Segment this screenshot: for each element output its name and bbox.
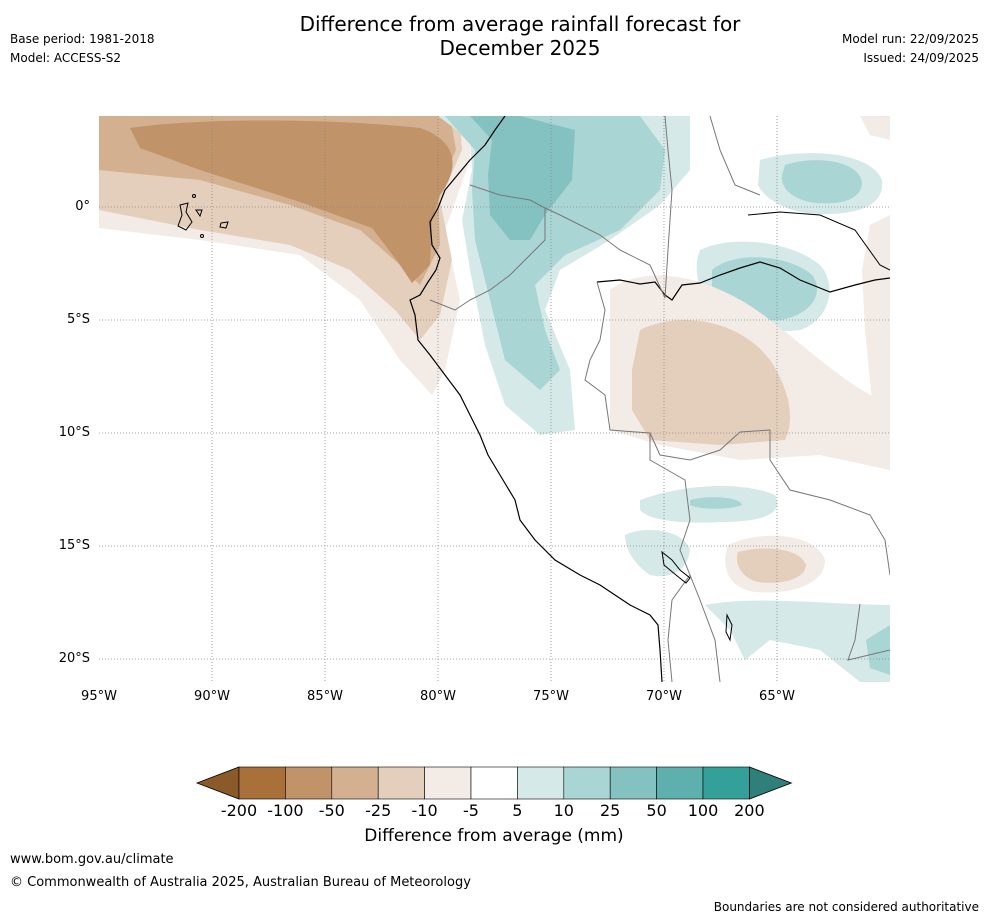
colorbar-segment bbox=[656, 766, 704, 800]
lat-label-5s: 5°S bbox=[66, 312, 90, 327]
colorbar-tick-label: 5 bbox=[512, 801, 523, 820]
wet-anomaly-south-10 bbox=[866, 625, 890, 675]
footer-copyright: © Commonwealth of Australia 2025, Austra… bbox=[10, 875, 471, 890]
colorbar-tick-label: 50 bbox=[646, 801, 667, 820]
lon-label-70w: 70°W bbox=[646, 689, 682, 704]
colorbar-segment bbox=[517, 766, 565, 800]
lat-label-0: 0° bbox=[75, 199, 90, 214]
colorbar-tick-label: 10 bbox=[553, 801, 574, 820]
dry-anomaly-100 bbox=[130, 120, 453, 283]
colorbar-tick-label: -10 bbox=[411, 801, 438, 820]
footer-disclaimer: Boundaries are not considered authoritat… bbox=[713, 900, 979, 914]
country-borders bbox=[429, 116, 890, 682]
colorbar-segment bbox=[609, 766, 657, 800]
dry-anomaly-south-25 bbox=[736, 548, 806, 583]
wet-anomaly-bolivia-2 bbox=[690, 497, 742, 509]
lon-label-90w: 90°W bbox=[194, 689, 230, 704]
lake-titicaca bbox=[661, 550, 691, 584]
model-run: Model run: 22/09/2025 bbox=[841, 32, 979, 46]
wet-anomaly-ne-10 bbox=[781, 160, 862, 204]
lon-label-95w: 95°W bbox=[81, 689, 117, 704]
colorbar-over-arrow bbox=[749, 766, 793, 800]
page-title: Difference from average rainfall forecas… bbox=[270, 12, 770, 60]
colorbar-segment bbox=[285, 766, 333, 800]
wet-anomaly-25 bbox=[470, 116, 575, 240]
coastline-caribbean bbox=[596, 261, 890, 301]
lat-label-15s: 15°S bbox=[58, 538, 90, 553]
wet-anomaly-south bbox=[705, 600, 890, 682]
graticule bbox=[99, 116, 890, 682]
title-line-1: Difference from average rainfall forecas… bbox=[299, 12, 741, 36]
dry-anomaly-brazil-25 bbox=[632, 320, 790, 445]
colorbar-segment bbox=[470, 766, 518, 800]
colorbar-tick-label: -5 bbox=[463, 801, 479, 820]
lon-label-65w: 65°W bbox=[759, 689, 795, 704]
lon-label-85w: 85°W bbox=[307, 689, 343, 704]
title-line-2: December 2025 bbox=[439, 36, 601, 60]
colorbar-segment bbox=[238, 766, 286, 800]
colorbar-tick-label: 200 bbox=[734, 801, 765, 820]
colorbar-tick-label: -50 bbox=[318, 801, 345, 820]
base-period: Base period: 1981-2018 bbox=[10, 32, 155, 46]
colorbar-segment bbox=[331, 766, 379, 800]
colorbar-tick-label: -200 bbox=[220, 801, 258, 820]
colorbar-segment bbox=[563, 766, 611, 800]
wet-anomaly-edge bbox=[860, 116, 890, 140]
colorbar-segment bbox=[377, 766, 425, 800]
wet-anomaly-bolivia-3 bbox=[625, 530, 690, 577]
lake-small bbox=[725, 613, 733, 642]
galapagos-islands bbox=[177, 194, 229, 238]
lat-label-10s: 10°S bbox=[58, 425, 90, 440]
coastline-amazon bbox=[747, 211, 890, 271]
coastline bbox=[409, 116, 663, 682]
colorbar-label: Difference from average (mm) bbox=[364, 826, 624, 846]
colorbar-under-arrow bbox=[195, 766, 240, 800]
colorbar-tick-label: -25 bbox=[365, 801, 392, 820]
colorbar-tick-label: 100 bbox=[687, 801, 719, 820]
colorbar-tick-label: 25 bbox=[600, 801, 621, 820]
colorbar-segment bbox=[424, 766, 472, 800]
lon-label-80w: 80°W bbox=[420, 689, 456, 704]
model-name: Model: ACCESS-S2 bbox=[10, 51, 122, 65]
lat-label-20s: 20°S bbox=[58, 651, 90, 666]
colorbar-tick-label: -100 bbox=[267, 801, 304, 820]
footer-url[interactable]: www.bom.gov.au/climate bbox=[10, 852, 174, 867]
issued-date: Issued: 24/09/2025 bbox=[863, 51, 979, 65]
lon-label-75w: 75°W bbox=[533, 689, 569, 704]
colorbar-segment bbox=[702, 766, 750, 800]
